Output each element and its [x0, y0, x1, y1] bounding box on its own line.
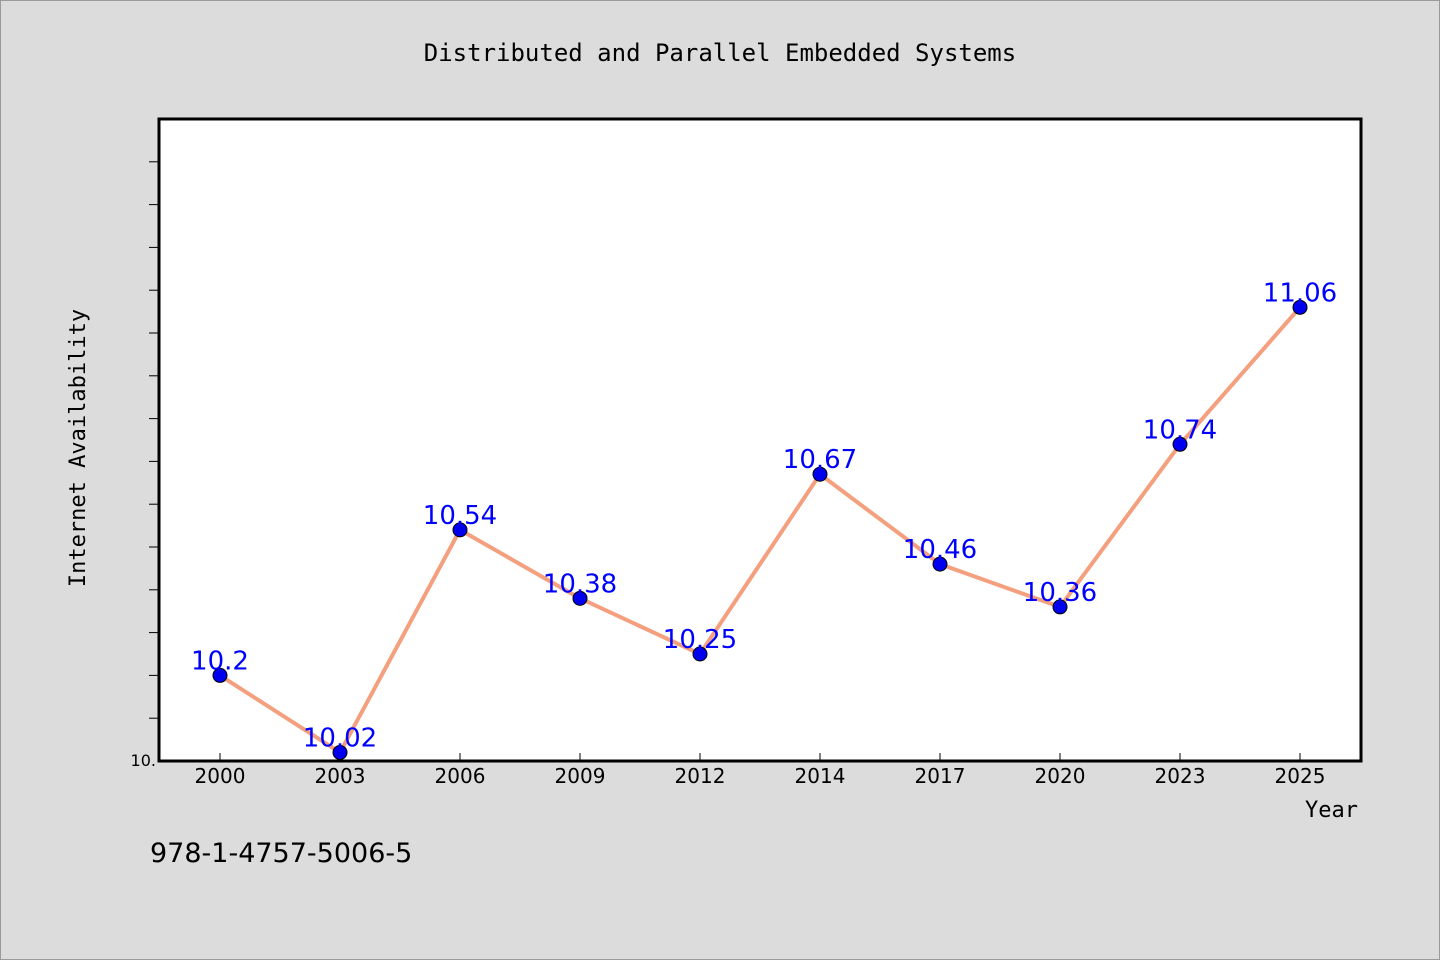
- x-tick-label: 2017: [915, 764, 966, 788]
- data-point: [1052, 599, 1068, 615]
- data-point: [1172, 436, 1188, 452]
- data-label: 10.25: [663, 625, 737, 655]
- footer-isbn: 978-1-4757-5006-5: [150, 838, 412, 869]
- data-point: [572, 590, 588, 606]
- data-label: 10.36: [1023, 578, 1097, 608]
- y-axis-label: Internet Availability: [66, 309, 91, 587]
- x-tick-label: 2012: [675, 764, 726, 788]
- data-point: [812, 466, 828, 482]
- x-tick-label: 2020: [1035, 764, 1086, 788]
- data-point: [332, 744, 348, 760]
- x-tick-label: 2000: [195, 764, 246, 788]
- data-label: 10.67: [783, 445, 857, 475]
- data-point: [932, 556, 948, 572]
- plot-area: [157, 117, 1363, 763]
- data-point: [692, 646, 708, 662]
- x-tick-label: 2003: [315, 764, 366, 788]
- x-axis-ticks: 2000 2003 2006 2009 2012 2014 2017 2020 2023 2025: [195, 753, 1326, 788]
- x-tick-label: 2023: [1155, 764, 1206, 788]
- data-point: [212, 667, 228, 683]
- data-label: 10.74: [1143, 415, 1217, 445]
- series-line: [218, 306, 1302, 755]
- data-label: 10.54: [423, 501, 497, 531]
- series-group: 10.2 10.02 10.54 10.38 10.25 10.67 10.46 10.36 1…: [191, 278, 1337, 760]
- data-point: [452, 522, 468, 538]
- data-label: 11.06: [1263, 278, 1337, 308]
- x-tick-label: 2025: [1275, 764, 1326, 788]
- x-tick-label: 2009: [555, 764, 606, 788]
- data-label: 10.2: [191, 646, 249, 676]
- x-axis-label: Year: [1305, 798, 1358, 823]
- x-tick-label: 2006: [435, 764, 486, 788]
- data-label: 10.02: [303, 723, 377, 753]
- data-label: 10.38: [543, 569, 617, 599]
- chart-title: Distributed and Parallel Embedded System…: [424, 39, 1016, 67]
- y-tick-label: 10.: [131, 751, 156, 770]
- data-point: [1292, 299, 1308, 315]
- x-tick-label: 2014: [795, 764, 846, 788]
- y-axis-ticks: [149, 161, 159, 719]
- data-label: 10.46: [903, 535, 977, 565]
